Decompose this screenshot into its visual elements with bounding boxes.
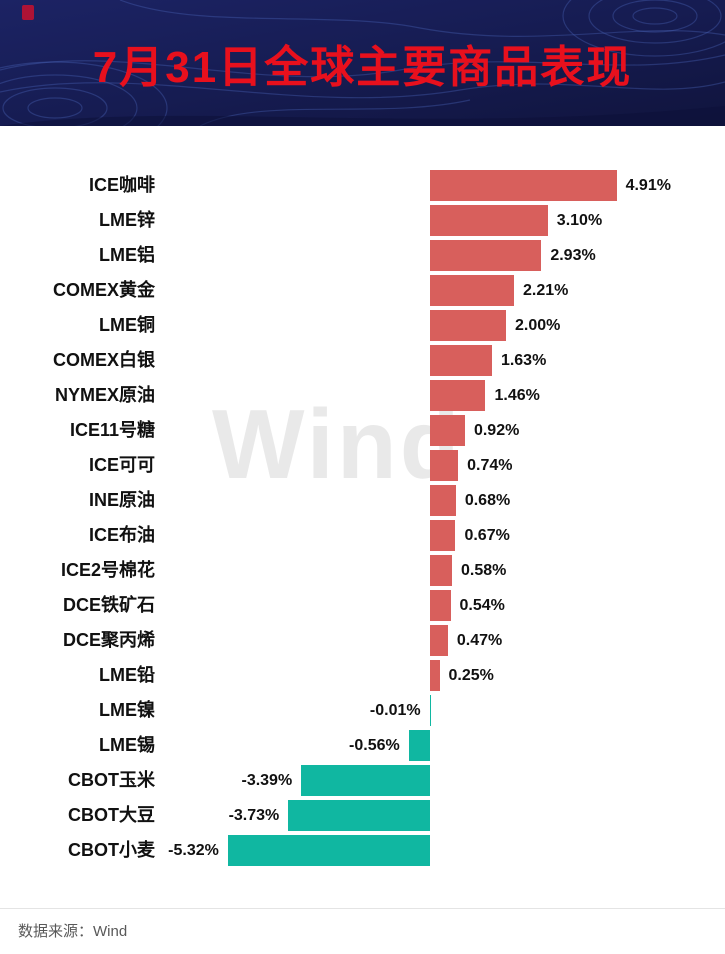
value-label: 0.67% bbox=[464, 527, 510, 544]
positive-bar bbox=[430, 240, 542, 271]
category-label: LME铜 bbox=[99, 315, 155, 335]
value-label: 0.54% bbox=[459, 597, 505, 614]
category-label: DCE聚丙烯 bbox=[62, 630, 155, 650]
category-label: COMEX白银 bbox=[52, 350, 155, 370]
bar-rows-container: ICE咖啡 4.91% LME锌 3.10% LME铝 2.93% COMEX黄金 2.21%… bbox=[0, 168, 725, 868]
chart-row: CBOT大豆 -3.73% bbox=[0, 798, 725, 833]
value-label: 2.93% bbox=[550, 247, 596, 264]
category-label: CBOT小麦 bbox=[68, 840, 155, 860]
footer-divider bbox=[0, 908, 725, 909]
category-label: CBOT玉米 bbox=[68, 770, 155, 790]
chart-row: NYMEX原油 1.46% bbox=[0, 378, 725, 413]
value-label: 0.47% bbox=[456, 632, 503, 649]
data-source-label: 数据来源：Wind bbox=[18, 923, 128, 940]
chart-row: CBOT玉米 -3.39% bbox=[0, 763, 725, 798]
value-label: -3.73% bbox=[228, 807, 280, 824]
value-label: -0.01% bbox=[369, 702, 421, 719]
chart-row: LME锡 -0.56% bbox=[0, 728, 725, 763]
positive-bar bbox=[430, 485, 456, 516]
value-label: 1.63% bbox=[500, 352, 547, 369]
category-label: COMEX黄金 bbox=[52, 280, 155, 300]
chart-row: ICE11号糖 0.92% bbox=[0, 413, 725, 448]
chart-row: LME锌 3.10% bbox=[0, 203, 725, 238]
category-label: LME锡 bbox=[99, 735, 155, 755]
positive-bar bbox=[430, 380, 486, 411]
value-label: 0.68% bbox=[464, 492, 511, 509]
category-label: ICE布油 bbox=[88, 525, 155, 545]
value-label: 0.74% bbox=[467, 457, 513, 474]
negative-bar bbox=[408, 730, 430, 761]
chart-row: LME铜 2.00% bbox=[0, 308, 725, 343]
chart-row: CBOT小麦 -5.32% bbox=[0, 833, 725, 868]
chart-row: ICE咖啡 4.91% bbox=[0, 168, 725, 203]
value-label: -0.56% bbox=[349, 737, 400, 754]
value-label: 2.00% bbox=[515, 317, 561, 334]
chart-row: ICE2号棉花 0.58% bbox=[0, 553, 725, 588]
positive-bar bbox=[430, 555, 453, 586]
positive-bar bbox=[430, 310, 506, 341]
category-label: LME铅 bbox=[99, 665, 155, 685]
chart-row: INE原油 0.68% bbox=[0, 483, 725, 518]
chart-row: DCE铁矿石 0.54% bbox=[0, 588, 725, 623]
positive-bar bbox=[430, 520, 456, 551]
wind-watermark: Wind bbox=[212, 389, 463, 499]
category-label: DCE铁矿石 bbox=[62, 595, 155, 615]
chart-row: COMEX白银 1.63% bbox=[0, 343, 725, 378]
topographic-background-art bbox=[0, 0, 725, 126]
value-label: 0.92% bbox=[473, 422, 520, 439]
category-label: ICE咖啡 bbox=[88, 175, 155, 195]
chart-row: LME铅 0.25% bbox=[0, 658, 725, 693]
positive-bar bbox=[430, 275, 514, 306]
value-label: 0.25% bbox=[448, 667, 494, 684]
category-label: CBOT大豆 bbox=[68, 805, 155, 825]
chart-row: ICE布油 0.67% bbox=[0, 518, 725, 553]
negative-bar bbox=[288, 800, 430, 831]
positive-bar bbox=[430, 660, 440, 691]
positive-bar bbox=[430, 170, 617, 201]
chart-row: LME铝 2.93% bbox=[0, 238, 725, 273]
category-label: LME镍 bbox=[99, 700, 155, 720]
header-corner-mark bbox=[22, 5, 34, 20]
chart-row: COMEX黄金 2.21% bbox=[0, 273, 725, 308]
category-label: LME锌 bbox=[99, 210, 155, 230]
positive-bar bbox=[430, 450, 459, 481]
category-label: NYMEX原油 bbox=[54, 385, 155, 405]
value-label: 3.10% bbox=[556, 212, 603, 229]
positive-bar bbox=[430, 415, 465, 446]
negative-bar bbox=[301, 765, 430, 796]
positive-bar bbox=[430, 205, 548, 236]
category-label: ICE2号棉花 bbox=[60, 560, 155, 580]
category-label: ICE可可 bbox=[88, 455, 155, 475]
commodity-bar-chart: Wind ICE咖啡 4.91% LME锌 3.10% LME铝 2.93% COMEX黄金… bbox=[0, 126, 725, 906]
value-label: 0.58% bbox=[461, 562, 507, 579]
positive-bar bbox=[430, 590, 451, 621]
positive-bar bbox=[430, 625, 448, 656]
page-title: 7月31日全球主要商品表现 bbox=[92, 43, 633, 92]
chart-row: DCE聚丙烯 0.47% bbox=[0, 623, 725, 658]
chart-row: ICE可可 0.74% bbox=[0, 448, 725, 483]
value-label: 4.91% bbox=[625, 177, 671, 194]
header-banner: 7月31日全球主要商品表现 bbox=[0, 0, 725, 126]
chart-row: LME镍 -0.01% bbox=[0, 693, 725, 728]
category-label: ICE11号糖 bbox=[69, 420, 155, 440]
value-label: -3.39% bbox=[241, 772, 293, 789]
value-label: 2.21% bbox=[522, 282, 569, 299]
negative-bar bbox=[227, 835, 430, 866]
category-label: INE原油 bbox=[88, 490, 155, 510]
positive-bar bbox=[430, 345, 492, 376]
value-label: -5.32% bbox=[168, 842, 219, 859]
category-label: LME铝 bbox=[99, 245, 155, 265]
value-label: 1.46% bbox=[494, 387, 540, 404]
